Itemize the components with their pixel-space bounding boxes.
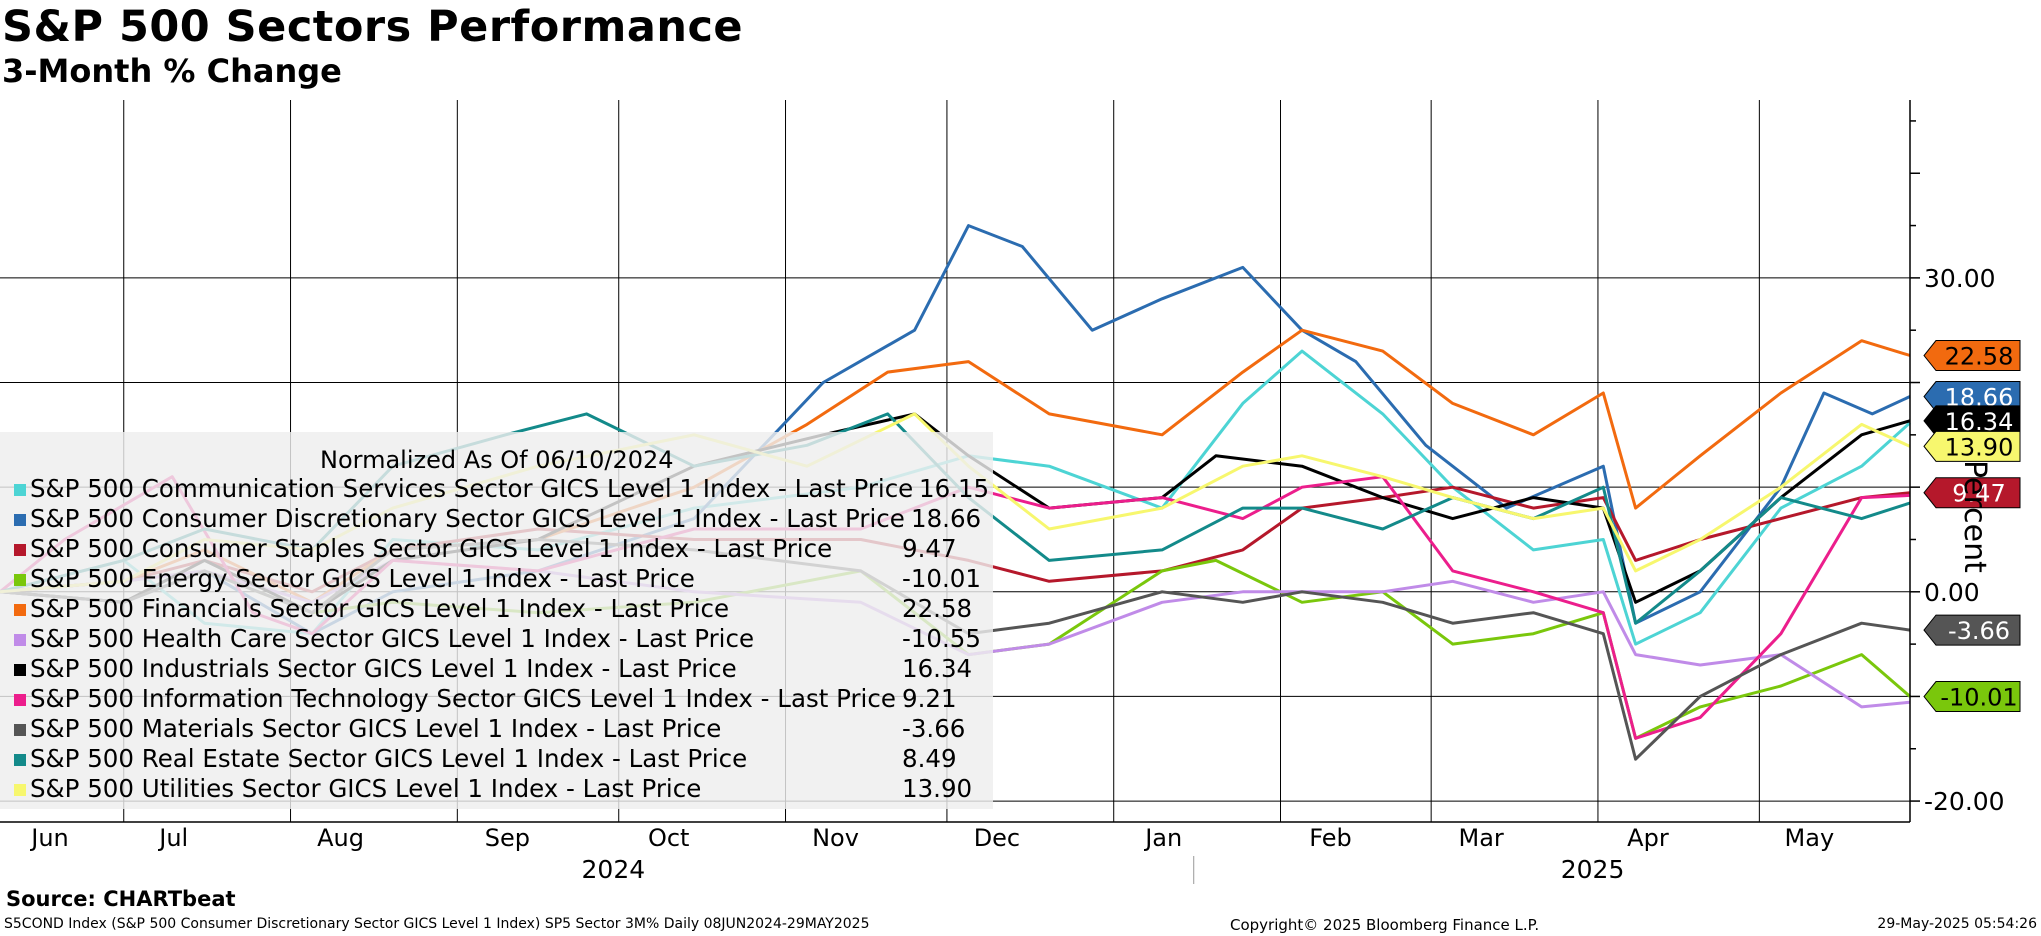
value-tag [1923,340,2021,372]
legend-item: S&P 500 Energy Sector GICS Level 1 Index… [14,564,989,594]
chart-title: S&P 500 Sectors Performance [2,2,744,52]
x-tick-label: Nov [812,824,859,852]
legend-item: S&P 500 Consumer Staples Sector GICS Lev… [14,534,989,564]
legend-value: 13.90 [902,774,973,803]
legend-swatch [14,574,26,586]
year-label: 2025 [1561,855,1625,884]
source-note: Source: CHARTbeat [6,887,236,911]
legend-label: S&P 500 Real Estate Sector GICS Level 1 … [30,744,748,773]
legend-label: S&P 500 Financials Sector GICS Level 1 I… [30,594,730,623]
legend-value: 8.49 [902,744,957,773]
legend-label: S&P 500 Health Care Sector GICS Level 1 … [30,624,755,653]
legend-swatch [14,544,26,556]
legend-swatch [14,694,26,706]
legend-label: S&P 500 Information Technology Sector GI… [30,684,896,713]
x-tick-label: Mar [1459,824,1504,852]
value-tag-label: -3.66 [1948,617,2010,645]
legend-value: 18.66 [911,504,982,533]
legend-item: S&P 500 Real Estate Sector GICS Level 1 … [14,744,989,774]
x-tick-label: May [1785,824,1835,852]
footer-timestamp: 29-May-2025 05:54:26 [1877,916,2037,932]
legend-item: S&P 500 Industrials Sector GICS Level 1 … [14,654,989,684]
legend-value: 16.15 [919,474,990,503]
x-tick-label: Jan [1143,824,1182,852]
y-tick-label: 30.00 [1924,264,1996,293]
legend-label: S&P 500 Materials Sector GICS Level 1 In… [30,714,722,743]
legend-item: S&P 500 Materials Sector GICS Level 1 In… [14,714,989,744]
footer-ticker-info: S5COND Index (S&P 500 Consumer Discretio… [4,916,870,932]
legend-label: S&P 500 Consumer Discretionary Sector GI… [30,504,905,533]
legend: Normalized As Of 06/10/2024 S&P 500 Comm… [0,432,993,809]
legend-swatch [14,754,26,766]
legend-value: -10.01 [902,564,981,593]
y-axis-title: Percent [1957,460,1992,573]
legend-item: S&P 500 Information Technology Sector GI… [14,684,989,714]
chart-subtitle: 3-Month % Change [2,52,342,90]
value-tag-label: 9.47 [1952,480,2005,508]
legend-swatch [14,604,26,616]
footer-copyright: Copyright© 2025 Bloomberg Finance L.P. [1230,916,1540,934]
legend-swatch [14,784,26,796]
legend-value: 16.34 [902,654,973,683]
legend-label: S&P 500 Communication Services Sector GI… [30,474,914,503]
legend-swatch [14,724,26,736]
value-tag [1923,681,2021,713]
legend-item: S&P 500 Health Care Sector GICS Level 1 … [14,624,989,654]
legend-swatch [14,664,26,676]
x-tick-label: Aug [317,824,364,852]
year-label: 2024 [582,855,646,884]
legend-value: 9.47 [902,534,957,563]
legend-value: -10.55 [902,624,981,653]
value-tag-label: 22.58 [1945,343,2014,371]
legend-label: S&P 500 Energy Sector GICS Level 1 Index… [30,564,695,593]
legend-label: S&P 500 Industrials Sector GICS Level 1 … [30,654,737,683]
legend-item: S&P 500 Communication Services Sector GI… [14,474,989,504]
legend-swatch [14,514,26,526]
legend-item: S&P 500 Financials Sector GICS Level 1 I… [14,594,989,624]
y-tick-label: 0.00 [1924,578,1980,607]
legend-value: 9.21 [902,684,957,713]
legend-item: S&P 500 Utilities Sector GICS Level 1 In… [14,774,989,804]
x-tick-label: Apr [1627,824,1669,852]
value-tag-label: -10.01 [1940,684,2017,712]
legend-label: S&P 500 Consumer Staples Sector GICS Lev… [30,534,833,563]
legend-value: -3.66 [902,714,966,743]
y-tick-label: -20.00 [1924,787,2005,816]
legend-heading: Normalized As Of 06/10/2024 [320,446,674,474]
chart-axes: Jun Jul Aug Sep Oct Nov Dec Jan Feb Mar Apr May 2024… [0,100,2005,884]
value-tag [1923,477,2021,509]
x-tick-label: Oct [648,824,690,852]
x-tick-label: Jun [29,824,69,852]
value-tag-label: 13.90 [1945,433,2014,461]
legend-swatch [14,484,26,496]
x-tick-label: Sep [485,824,530,852]
value-tag [1923,430,2021,462]
value-tag [1923,614,2021,646]
x-tick-label: Jul [157,824,188,852]
legend-label: S&P 500 Utilities Sector GICS Level 1 In… [30,774,702,803]
legend-item: S&P 500 Consumer Discretionary Sector GI… [14,504,989,534]
legend-swatch [14,634,26,646]
legend-value: 22.58 [902,594,973,623]
x-tick-label: Dec [974,824,1020,852]
x-tick-label: Feb [1309,824,1352,852]
